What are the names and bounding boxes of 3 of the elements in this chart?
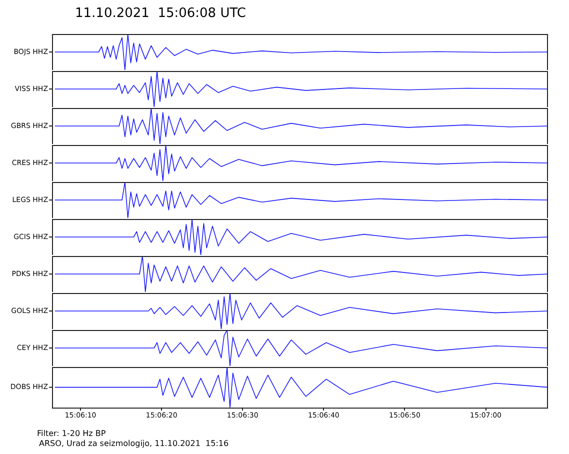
text: Filter: 1-20 Hz BP bbox=[37, 429, 107, 439]
text: ARSO, Urad za seizmologijo, 11.10.2021 15:16 bbox=[38, 439, 230, 449]
chart-title: 11.10.2021 15:06:08 UTC bbox=[74, 5, 247, 23]
